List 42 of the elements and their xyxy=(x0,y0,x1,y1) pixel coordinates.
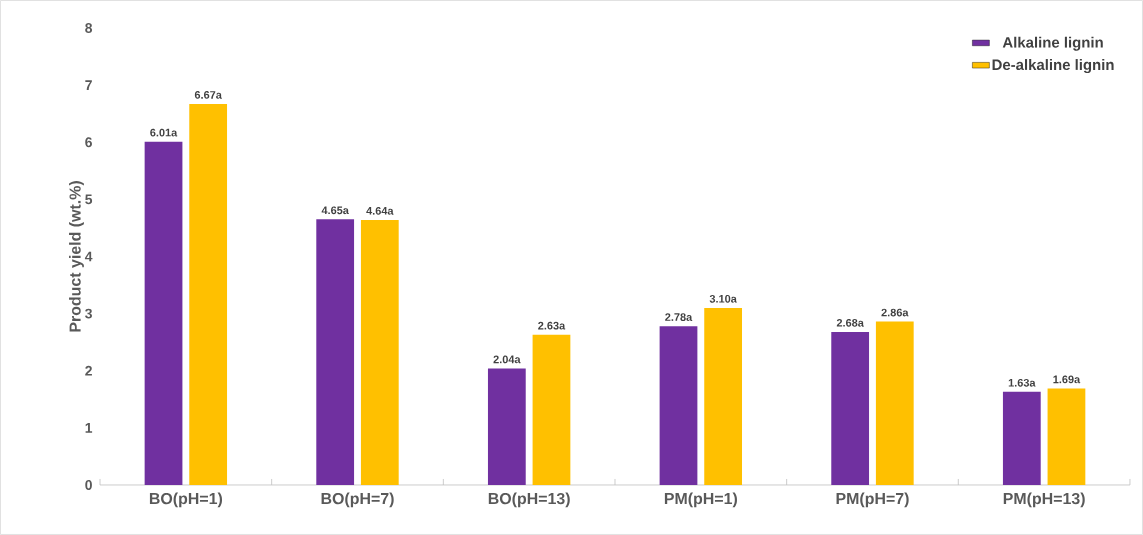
bar xyxy=(875,321,914,485)
data-label: 1.69a xyxy=(1053,375,1081,384)
data-label: 4.65a xyxy=(321,206,349,215)
y-tick-label: 6 xyxy=(85,137,92,148)
y-tick-label: 8 xyxy=(85,23,93,33)
bar xyxy=(1047,388,1086,485)
bar xyxy=(1002,391,1041,485)
y-tick-label: 1 xyxy=(85,423,93,433)
data-label: 3.10a xyxy=(709,294,737,303)
legend-label: De-alkaline lignin xyxy=(992,59,1114,74)
data-label: 2.78a xyxy=(665,313,693,321)
data-label: 2.68a xyxy=(836,318,864,327)
bar xyxy=(532,334,571,485)
y-tick-label: 5 xyxy=(85,194,93,205)
data-label: 2.04a xyxy=(493,355,521,364)
data-label: 4.64a xyxy=(366,206,394,215)
x-tick-label: BO(pH=13) xyxy=(488,492,570,508)
bar xyxy=(659,326,698,485)
data-label: 1.63a xyxy=(1008,378,1036,387)
bar xyxy=(189,103,228,485)
y-axis-title: Product yield (wt.%) xyxy=(69,181,84,332)
x-tick-label: BO(pH=1) xyxy=(149,492,223,508)
y-tick-label: 0 xyxy=(85,480,92,490)
bar xyxy=(487,368,526,485)
bar xyxy=(704,307,743,485)
x-tick-label: PM(pH=1) xyxy=(664,492,737,508)
y-tick-label: 3 xyxy=(85,308,92,319)
x-tick-label: PM(pH=13) xyxy=(1003,492,1085,508)
bar xyxy=(144,141,183,485)
y-tick-label: 4 xyxy=(84,251,93,262)
y-tick-label: 7 xyxy=(85,80,92,90)
y-tick-label: 2 xyxy=(85,365,92,376)
data-label: 2.86a xyxy=(881,308,909,317)
data-label: 6.67a xyxy=(194,91,222,99)
bar xyxy=(360,219,399,485)
legend-label: Alkaline lignin xyxy=(1002,36,1103,51)
bar xyxy=(316,219,355,485)
bar xyxy=(831,331,870,485)
data-label: 6.01a xyxy=(150,128,178,137)
x-tick-label: PM(pH=7) xyxy=(836,492,909,508)
x-tick-label: BO(pH=7) xyxy=(321,492,394,508)
data-label: 2.63a xyxy=(538,321,566,330)
